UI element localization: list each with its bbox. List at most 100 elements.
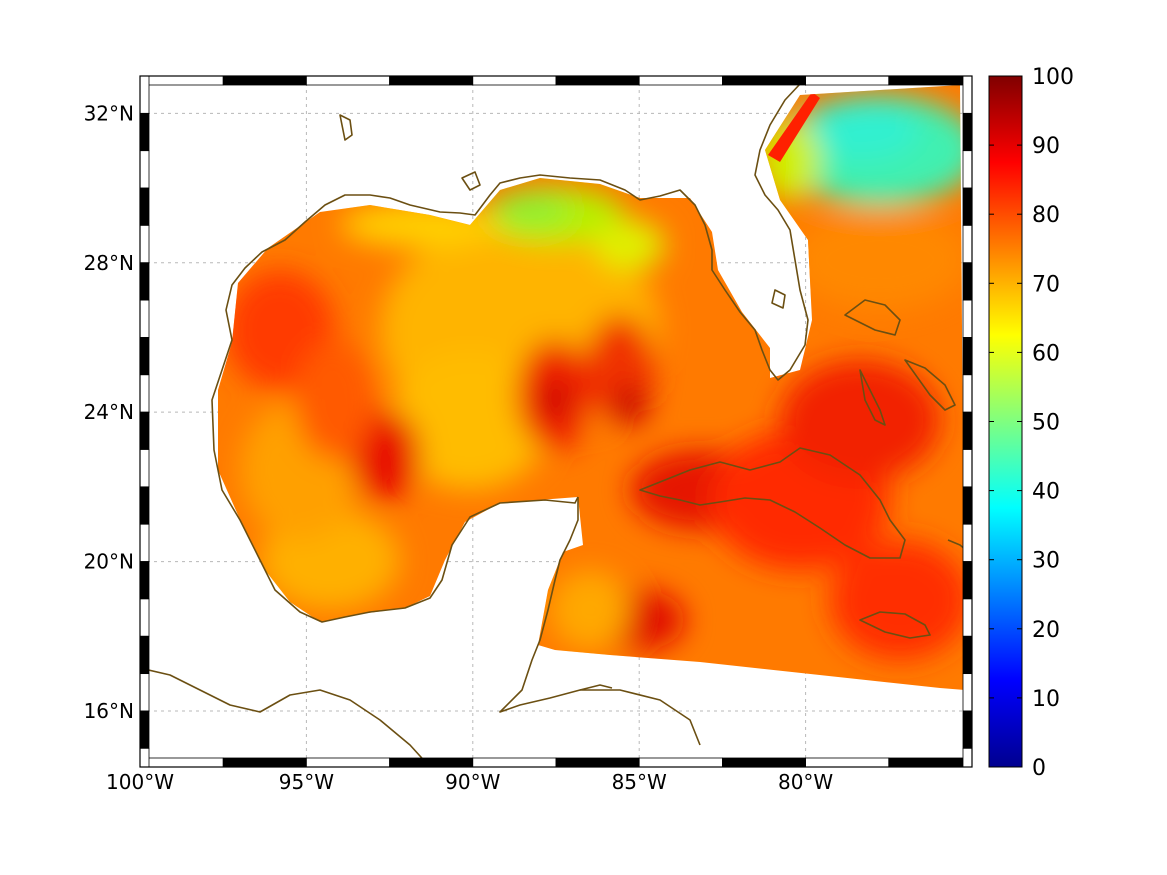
- coastline-cuba: [639, 447, 906, 559]
- frame-segment-right: [962, 225, 973, 264]
- latitude-tick-label: 16°N: [84, 699, 134, 723]
- frame-segment-bottom: [305, 757, 390, 768]
- frame-segment-right: [962, 523, 973, 562]
- frame-segment-left: [139, 635, 150, 675]
- frame-segment-bottom: [222, 757, 307, 768]
- latitude-tick-label: 28°N: [84, 251, 134, 275]
- frame-segment-bottom: [638, 757, 723, 768]
- frame-segment-left: [139, 299, 150, 338]
- latitude-tick-label: 20°N: [84, 550, 134, 574]
- colorbar-tick-label: 10: [1032, 687, 1060, 712]
- frame-segment-bottom: [472, 757, 557, 768]
- frame-segment-left: [139, 187, 150, 226]
- coastline-bay-islands: [579, 684, 613, 691]
- frame-segment-left: [139, 747, 150, 768]
- longitude-tick-label: 100°W: [106, 770, 174, 794]
- coastline-bahamas-2: [859, 369, 886, 426]
- colorbar-tick-label: 70: [1032, 272, 1060, 297]
- frame-segment-top: [722, 75, 807, 86]
- frame-segment-left: [139, 523, 150, 562]
- colorbar-tick-label: 90: [1032, 134, 1060, 159]
- frame-segment-top: [805, 75, 890, 86]
- colorbar-ticks: 0 10 20 30 40 50 60 70 80 90 100: [989, 65, 1074, 781]
- frame-segment-bottom: [139, 757, 224, 768]
- frame-segment-right: [962, 299, 973, 338]
- frame-segment-right: [962, 486, 973, 525]
- latitude-tick-label: 24°N: [84, 400, 134, 424]
- frame-segment-right: [962, 187, 973, 226]
- frame-segment-right: [962, 710, 973, 749]
- frame-segment-left: [139, 598, 150, 637]
- frame-segment-left: [139, 337, 150, 376]
- frame-segment-top: [139, 75, 224, 86]
- frame-segment-left: [139, 673, 150, 712]
- frame-segment-top: [222, 75, 307, 86]
- frame-segment-right: [962, 449, 973, 488]
- coastline-lake-1: [339, 114, 353, 141]
- colorbar-tick-label: 80: [1032, 203, 1060, 228]
- coastline-jamaica: [859, 611, 931, 639]
- data-field: [218, 85, 965, 690]
- frame-segment-left: [139, 449, 150, 488]
- frame-outline: [139, 75, 973, 768]
- colorbar-tick-label: 20: [1032, 618, 1060, 643]
- coastline-yucatan-east: [499, 497, 701, 746]
- colorbar-tick-label: 0: [1032, 756, 1046, 781]
- frame-segment-left: [139, 225, 150, 264]
- frame-segment-right: [962, 337, 973, 376]
- frame-segment-top: [638, 75, 723, 86]
- frame-segment-left: [139, 262, 150, 301]
- frame-segment-right: [962, 411, 973, 450]
- frame-segment-right: [962, 561, 973, 600]
- frame-segment-left: [139, 75, 150, 114]
- frame-segment-bottom: [805, 757, 890, 768]
- frame-segment-left: [139, 374, 150, 413]
- frame-segment-left: [139, 710, 150, 749]
- latitude-tick-label: 32°N: [84, 101, 134, 125]
- coastline-lake-2: [461, 171, 481, 191]
- frame-segment-right: [962, 635, 973, 675]
- frame-segment-left: [139, 112, 150, 152]
- frame-segment-left: [139, 486, 150, 525]
- coastline-bahamas-3: [904, 359, 956, 411]
- frame-segment-right: [962, 374, 973, 413]
- latitude-tick-labels: 16°N 20°N 24°N 28°N 32°N: [84, 101, 134, 723]
- colorbar-tick-label: 60: [1032, 341, 1060, 366]
- frame-segment-right: [962, 150, 973, 189]
- frame-segment-bottom: [888, 757, 973, 768]
- frame-segment-left: [139, 561, 150, 600]
- colorbar-gradient: [989, 76, 1022, 767]
- frame-segment-right: [962, 262, 973, 301]
- coastline-mainland-west: [211, 76, 816, 623]
- frame-segment-right: [962, 598, 973, 637]
- longitude-tick-label: 85°W: [612, 770, 667, 794]
- frame-segment-right: [962, 112, 973, 152]
- coastline-lake-3: [771, 289, 786, 309]
- frame-segment-right: [962, 747, 973, 768]
- coastline-bahamas-1: [844, 299, 901, 336]
- frame-segment-right: [962, 75, 973, 114]
- frame-segment-bottom: [722, 757, 807, 768]
- frame-segment-bottom: [555, 757, 640, 768]
- frame-segment-top: [389, 75, 474, 86]
- frame-segment-bottom: [389, 757, 474, 768]
- longitude-tick-label: 95°W: [279, 770, 334, 794]
- coastline-pacific: [140, 667, 431, 767]
- colorbar-tick-label: 50: [1032, 411, 1060, 436]
- longitude-tick-label: 80°W: [778, 770, 833, 794]
- frame-segment-right: [962, 673, 973, 712]
- frame-segment-top: [555, 75, 640, 86]
- colorbar-tick-label: 100: [1032, 65, 1074, 90]
- coastlines: [140, 76, 972, 767]
- frame-segment-left: [139, 411, 150, 450]
- frame-segment-top: [472, 75, 557, 86]
- colorbar-tick-label: 30: [1032, 549, 1060, 574]
- frame-segment-top: [305, 75, 390, 86]
- frame-segment-top: [888, 75, 973, 86]
- frame-segment-left: [139, 150, 150, 189]
- longitude-tick-label: 90°W: [445, 770, 500, 794]
- colorbar-tick-label: 40: [1032, 480, 1060, 505]
- longitude-tick-labels: 100°W 95°W 90°W 85°W 80°W: [106, 770, 833, 794]
- map-frame: [139, 75, 973, 768]
